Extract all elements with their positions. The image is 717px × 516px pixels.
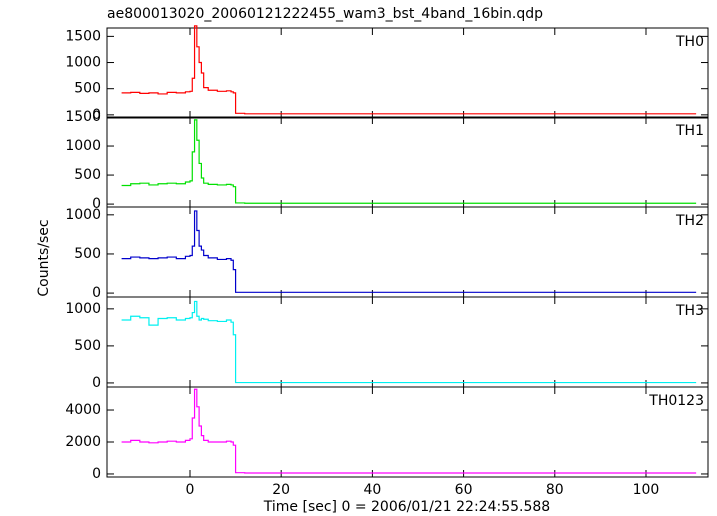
x-tick-label: 20 bbox=[272, 482, 290, 498]
legend-label: TH2 bbox=[675, 213, 704, 229]
x-tick-label: 100 bbox=[633, 482, 660, 498]
y-tick-label: 500 bbox=[74, 338, 101, 354]
y-tick-label: 0 bbox=[92, 107, 101, 123]
plot-frame bbox=[106, 27, 709, 119]
plot-frame bbox=[106, 386, 709, 478]
light-curve bbox=[121, 25, 697, 115]
y-tick-label: 1500 bbox=[65, 28, 101, 44]
y-tick-label: 1000 bbox=[65, 207, 101, 223]
y-tick-label: 2000 bbox=[65, 434, 101, 450]
y-axis-label: Counts/sec bbox=[36, 219, 52, 296]
y-tick-label: 4000 bbox=[65, 402, 101, 418]
light-curve bbox=[121, 119, 697, 204]
x-tick-label: 0 bbox=[186, 482, 195, 498]
y-tick-label: 500 bbox=[74, 167, 101, 183]
light-curve bbox=[121, 300, 697, 384]
y-tick-label: 0 bbox=[92, 285, 101, 301]
y-tick-label: 0 bbox=[92, 466, 101, 482]
x-axis-label: Time [sec] 0 = 2006/01/21 22:24:55.588 bbox=[263, 499, 550, 515]
y-tick-label: 1000 bbox=[65, 55, 101, 71]
legend-label: TH0123 bbox=[648, 393, 704, 409]
y-tick-label: 0 bbox=[92, 196, 101, 212]
chart-title: ae800013020_20060121222455_wam3_bst_4ban… bbox=[107, 6, 543, 22]
x-tick-label: 80 bbox=[546, 482, 564, 498]
y-tick-label: 0 bbox=[92, 375, 101, 391]
y-tick-label: 1000 bbox=[65, 301, 101, 317]
y-tick-label: 500 bbox=[74, 81, 101, 97]
x-tick-label: 60 bbox=[455, 482, 473, 498]
legend-label: TH0 bbox=[675, 34, 704, 50]
light-curve bbox=[121, 210, 697, 293]
y-tick-label: 500 bbox=[74, 246, 101, 262]
y-tick-label: 1500 bbox=[65, 109, 101, 125]
x-tick-label: 40 bbox=[363, 482, 381, 498]
y-tick-label: 1000 bbox=[65, 138, 101, 154]
legend-label: TH3 bbox=[675, 303, 704, 319]
legend-label: TH1 bbox=[675, 123, 704, 139]
light-curve bbox=[121, 388, 697, 474]
